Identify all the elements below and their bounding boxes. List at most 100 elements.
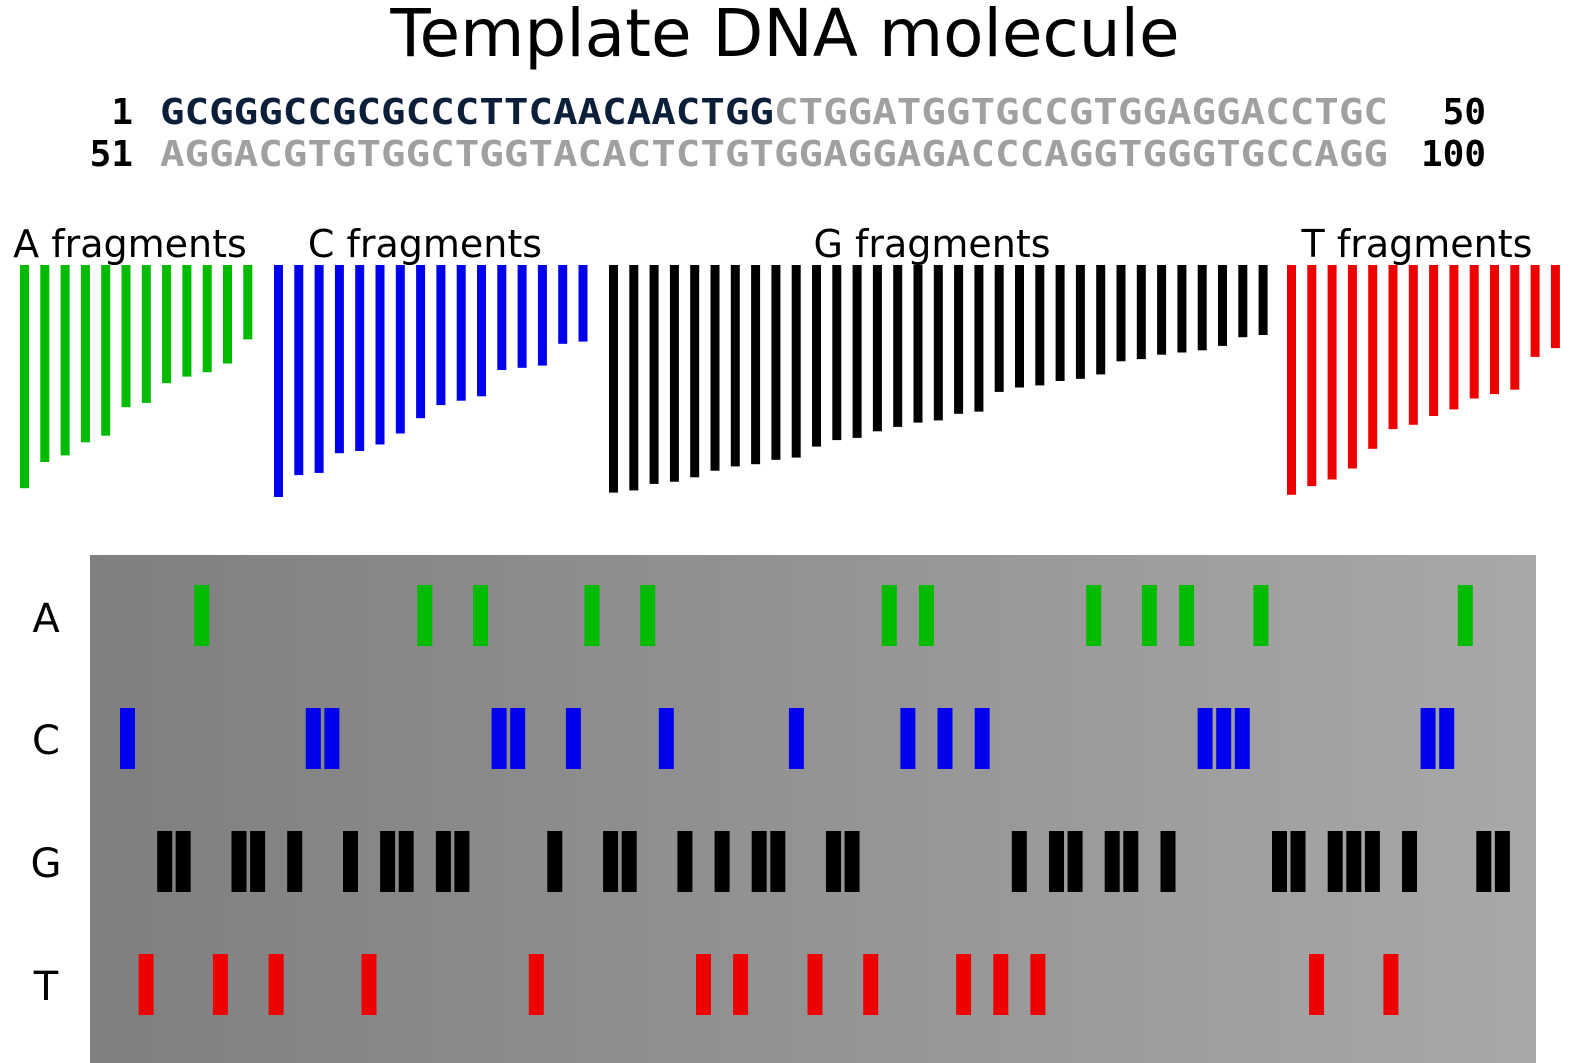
- fragment-bar-g-79: [1055, 265, 1065, 381]
- fragment-bar-c-50: [375, 265, 385, 445]
- gel-band-g-99: [1476, 831, 1492, 892]
- fragment-bar-t-71: [1469, 265, 1479, 399]
- fragment-bar-g-43: [771, 265, 781, 460]
- fragment-bar-g-100: [1258, 265, 1268, 335]
- gel-band-g-58: [714, 831, 730, 892]
- gel-band-g-44: [454, 831, 470, 892]
- gel-band-t-31: [212, 954, 228, 1015]
- gel-band-a-87: [1253, 585, 1269, 646]
- lane-label-a: A: [32, 596, 60, 642]
- gel-band-g-35: [287, 831, 303, 892]
- fragment-bar-g-89: [1136, 265, 1146, 360]
- fragment-bar-c-62: [416, 265, 426, 419]
- fragment-bar-c-72: [477, 265, 486, 397]
- gel-band-g-64: [826, 831, 841, 892]
- gel-band-g-88: [1272, 831, 1287, 892]
- sequence-line-2: AGGACGTGTGGCTGGTACACTCTGTGGAGGAGACCCAGGT…: [160, 134, 1388, 175]
- gel-band-t-90: [1309, 954, 1325, 1015]
- gel-band-g-32: [231, 831, 247, 892]
- fragment-bar-t-66: [1449, 265, 1459, 410]
- fragment-bar-c-47: [355, 265, 365, 451]
- fragment-bar-g-35: [690, 265, 700, 478]
- gel-band-a-54: [640, 585, 656, 646]
- fragment-bar-t-57: [1388, 265, 1398, 430]
- fragment-bar-g-58: [893, 265, 903, 427]
- fragment-bar-c-36: [294, 265, 304, 476]
- fragment-bar-t-90: [1530, 265, 1540, 357]
- fragment-bars: [20, 265, 1560, 497]
- gel-band-g-56: [677, 831, 693, 892]
- gel-band-g-93: [1364, 831, 1380, 892]
- fragment-bar-g-76: [1015, 265, 1024, 388]
- fragment-bar-g-82: [1096, 265, 1106, 375]
- gel-band-a-51: [584, 585, 600, 646]
- lane-label-g: G: [31, 841, 62, 887]
- fragment-bar-g-56: [872, 265, 882, 432]
- fragment-bar-g-93: [1197, 265, 1207, 351]
- lane-label-t: T: [33, 964, 59, 1010]
- fragment-bar-g-77: [1035, 265, 1045, 386]
- fragment-bar-a-81: [182, 265, 192, 377]
- fragment-bar-g-65: [974, 265, 984, 412]
- gel-band-c-50: [565, 708, 581, 769]
- gel-band-g-91: [1327, 831, 1343, 892]
- fragment-bar-t-73: [1490, 265, 1499, 395]
- fragment-bar-c-96: [558, 265, 568, 344]
- gel-band-t-71: [956, 954, 972, 1015]
- gel-band-t-39: [361, 954, 377, 1015]
- fragment-label-g: G fragments: [813, 222, 1050, 266]
- fragment-bar-a-69: [141, 265, 151, 403]
- gel-band-t-94: [1383, 954, 1399, 1015]
- fragment-bar-c-46: [334, 265, 344, 454]
- gel-band-g-43: [435, 831, 451, 892]
- gel-band-c-85: [1216, 708, 1232, 769]
- fragment-bar-t-48: [1368, 265, 1378, 449]
- sequence-line-1-start: 1: [111, 92, 133, 133]
- fragment-bar-g-91: [1157, 265, 1167, 355]
- fragment-bar-a-83: [202, 265, 212, 373]
- gel-band-t-63: [807, 954, 823, 1015]
- gel-band-t-27: [138, 954, 154, 1015]
- fragment-bar-t-34: [1327, 265, 1337, 480]
- lane-label-c: C: [32, 718, 60, 764]
- fragment-bar-g-28: [609, 265, 618, 493]
- fragment-bar-g-92: [1177, 265, 1187, 353]
- fragment-label-t: T fragments: [1301, 222, 1533, 266]
- fragment-bar-a-42: [40, 265, 50, 462]
- fragment-bar-g-29: [629, 265, 639, 491]
- gel-band-g-79: [1104, 831, 1120, 892]
- gel-band-g-92: [1346, 831, 1362, 892]
- gel-band-g-60: [751, 831, 767, 892]
- gel-band-a-42: [417, 585, 433, 646]
- fragment-bar-g-52: [832, 265, 842, 441]
- fragment-bar-a-51: [80, 265, 90, 443]
- fragment-bar-g-41: [751, 265, 761, 465]
- gel-band-a-45: [473, 585, 488, 646]
- fragment-bar-t-63: [1429, 265, 1439, 416]
- fragment-bar-c-85: [517, 265, 527, 368]
- fragment-bar-c-84: [497, 265, 507, 370]
- gel-band-c-97: [1439, 708, 1455, 769]
- gel-band-g-33: [250, 831, 266, 892]
- fragment-bar-a-45: [60, 265, 70, 456]
- fragment-bar-g-80: [1075, 265, 1085, 379]
- fragment-bar-g-61: [933, 265, 943, 421]
- fragment-bar-g-33: [669, 265, 679, 482]
- gel-band-a-98: [1457, 585, 1473, 646]
- fragment-bar-a-54: [101, 265, 111, 436]
- fragment-bar-g-53: [852, 265, 862, 438]
- gel-band-g-53: [621, 831, 637, 892]
- gel-band-t-73: [993, 954, 1009, 1015]
- gel-band-t-57: [696, 954, 711, 1015]
- sequence-line-2-end: 100: [1421, 134, 1486, 175]
- gel-band-c-37: [324, 708, 340, 769]
- fragment-bar-t-94: [1550, 265, 1560, 349]
- gel-band-a-67: [881, 585, 897, 646]
- gel-band-t-66: [863, 954, 879, 1015]
- sequence-line-1-end: 50: [1443, 92, 1486, 133]
- fragment-bar-t-39: [1347, 265, 1357, 469]
- sequence-block: 1 GCGGGCCGCGCCCTTCAACAACTGG CTGGATGGTGCCG…: [90, 92, 1486, 175]
- fragment-label-c: C fragments: [308, 222, 542, 266]
- gel-band-g-52: [603, 831, 619, 892]
